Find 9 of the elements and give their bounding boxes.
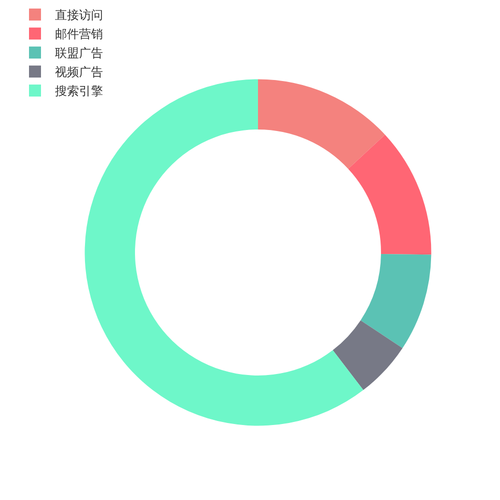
legend-label: 搜索引擎 [55, 84, 103, 98]
donut-slice [360, 254, 432, 348]
donut-slice [258, 79, 386, 169]
legend-label: 直接访问 [55, 8, 103, 22]
donut-slice [348, 134, 432, 255]
legend-label: 视频广告 [55, 65, 103, 80]
legend-label: 邮件营销 [55, 27, 103, 42]
donut-slice [332, 320, 403, 390]
legend-label: 联盟广告 [55, 46, 103, 60]
